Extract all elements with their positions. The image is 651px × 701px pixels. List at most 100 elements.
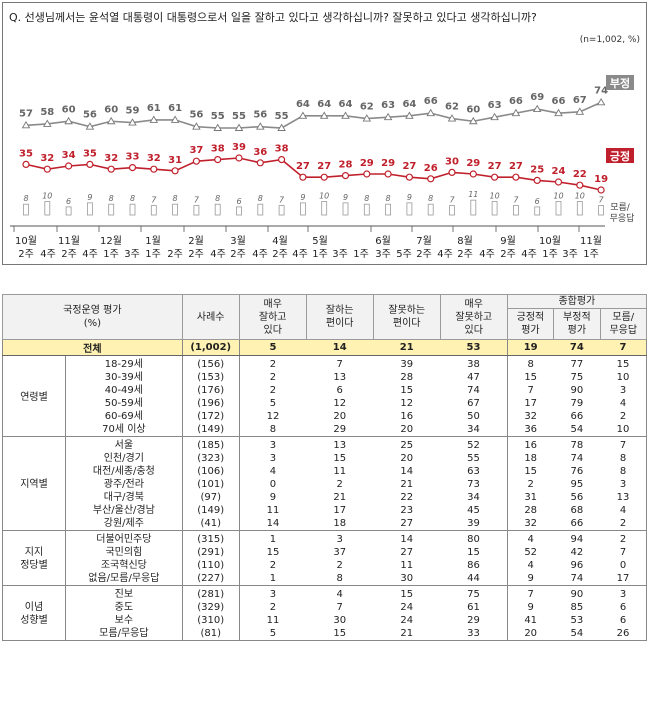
row-val-2: 15: [400, 589, 414, 600]
row-val-4: 16: [524, 440, 538, 451]
neg-label-8: 56: [189, 110, 203, 121]
neg-point-21: [469, 116, 478, 125]
dk-bar-10: [236, 206, 242, 216]
neg-label-20: 62: [445, 102, 459, 113]
neg-label-22: 63: [488, 100, 502, 111]
dk-label-25: 10: [553, 192, 563, 201]
pos-point-20: [448, 168, 456, 176]
row-val-1: 12: [333, 398, 347, 409]
table-row: 연령별 18-29세 (156) 2 7 39 38 8 77 15: [2, 355, 648, 437]
row-n: (291): [181, 546, 240, 559]
pos-point-17: [384, 170, 392, 178]
neg-label-1: 58: [40, 107, 54, 118]
neg-point-15: [341, 111, 350, 119]
pos-point-2: [64, 162, 73, 170]
pos-label-20: 30: [445, 156, 459, 167]
month-label-11: 9월: [500, 235, 516, 247]
row-val-1: 21: [333, 492, 347, 503]
row-val-5: 78: [570, 440, 584, 451]
neg-point-23: [511, 108, 521, 117]
dk-bar-26: [576, 201, 583, 216]
row-val-5: 66: [570, 411, 584, 422]
row-val-5: 90: [570, 385, 584, 396]
dk-bar-4: [108, 203, 115, 216]
dk-label-17: 8: [386, 194, 391, 203]
row-val-3: 74: [440, 384, 508, 397]
pos-label-7: 31: [168, 155, 182, 166]
dk-label-10: 6: [236, 197, 241, 206]
row-n: (196): [181, 397, 240, 410]
row-val-2: 14: [400, 534, 414, 545]
row-category: 대구/경북: [103, 492, 144, 503]
row-val-1: 29: [333, 424, 347, 435]
row-n: (185): [181, 436, 240, 452]
week-label-24: 4주: [521, 249, 537, 260]
table-row: 대전/세종/충청 (106) 4 11 14 63 15 76 8: [3, 465, 648, 478]
row-val-0: 3: [269, 440, 277, 451]
row-val-0: 3: [269, 589, 277, 600]
row-val-4: 7: [527, 589, 534, 600]
row-category: 부산/울산/경남: [92, 505, 155, 516]
table-row: 60-69세 (172) 12 20 16 50 32 66 2: [3, 410, 648, 423]
row-val-1: 13: [333, 440, 347, 451]
pos-label-13: 27: [296, 161, 310, 172]
week-label-5: 3주: [124, 249, 140, 260]
week-label-17: 3주: [375, 249, 391, 260]
row-val-0: 5: [269, 628, 277, 639]
table-row: 중도 (329) 2 7 24 61 9 85 6: [3, 601, 648, 614]
row-val-3: 34: [440, 423, 508, 437]
dk-label-27: 7: [599, 196, 605, 205]
week-label-13: 4주: [292, 249, 308, 260]
neg-label-0: 57: [19, 108, 33, 119]
table-row: 인천/경기 (323) 3 15 20 55 18 74 8: [3, 452, 648, 465]
neg-label-2: 60: [62, 104, 76, 115]
row-category: 50-59세: [104, 398, 143, 409]
week-label-12: 2주: [272, 249, 288, 260]
row-val-5: 75: [570, 372, 584, 383]
row-val-0: 14: [266, 518, 280, 529]
row-val-2: 11: [400, 560, 414, 571]
row-category: 광주/전라: [103, 479, 144, 490]
row-n: (281): [181, 585, 240, 601]
row-val-3: 63: [440, 465, 508, 478]
dk-bar-21: [470, 199, 477, 216]
total-row: 전체 (1,002) 5 14 21 53 19 74 7: [2, 339, 648, 356]
pos-label-17: 29: [381, 158, 395, 169]
neg-point-5: [128, 118, 137, 126]
month-label-13: 11월: [580, 235, 602, 247]
dk-bar-5: [129, 203, 136, 216]
dk-label-3: 9: [87, 193, 92, 202]
header-pos: 긍정적 평가: [506, 308, 555, 340]
row-val-2: 15: [400, 385, 414, 396]
pos-point-3: [86, 160, 94, 168]
row-val-3: 50: [440, 410, 508, 423]
table-row: 조국혁신당 (110) 2 2 11 86 4 96 0: [3, 559, 648, 572]
dk-label-13: 9: [300, 193, 305, 202]
dk-bar-3: [87, 202, 93, 216]
week-label-14: 1주: [312, 249, 328, 260]
dk-label-26: 10: [575, 192, 585, 201]
neg-point-26: [575, 107, 585, 115]
row-category: 조국혁신당: [100, 560, 147, 571]
row-val-4: 31: [524, 492, 538, 503]
pos-label-23: 27: [509, 161, 523, 172]
row-val-4: 17: [524, 398, 538, 409]
row-val-6: 4: [600, 397, 648, 410]
pos-label-22: 27: [488, 161, 502, 172]
unit-note: (n=1,002, %): [579, 35, 640, 45]
row-val-5: 79: [570, 398, 584, 409]
row-val-6: 26: [600, 627, 648, 641]
row-val-2: 14: [400, 466, 414, 477]
pos-point-8: [192, 157, 200, 165]
dk-bar-2: [65, 206, 72, 216]
row-val-4: 9: [527, 602, 534, 613]
table-row: 지지 정당별 더불어민주당 (315) 1 3 14 80 4 94 2: [2, 530, 648, 586]
legend-dk-1: 모름/: [610, 202, 631, 213]
dk-label-15: 9: [343, 193, 348, 202]
neg-point-6: [149, 115, 159, 123]
row-val-6: 2: [600, 517, 648, 531]
row-val-1: 8: [336, 573, 343, 584]
row-val-4: 32: [524, 411, 538, 422]
row-val-1: 6: [336, 385, 343, 396]
pos-label-15: 28: [339, 160, 353, 171]
